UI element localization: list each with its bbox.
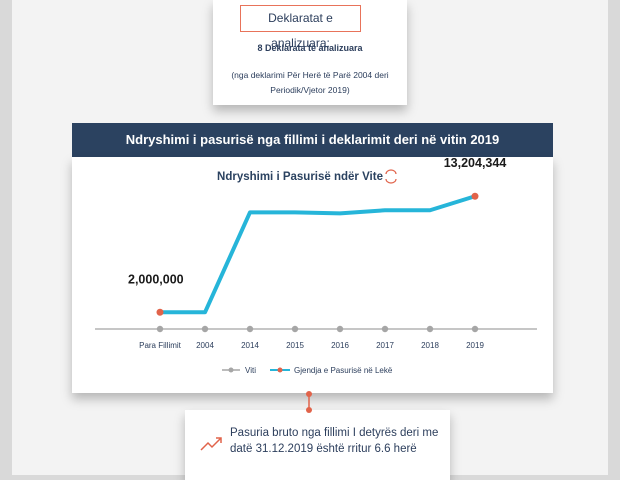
legend-dot — [277, 367, 283, 373]
x-tick-label: Para Fillimit — [139, 341, 181, 350]
summary-note: (nga deklarimi Për Herë të Parë 2004 der… — [231, 70, 389, 95]
summary-count: 8 Deklarata të analizuara — [257, 43, 363, 53]
x-tick-label: 2015 — [286, 341, 304, 350]
x-axis-dot — [156, 325, 164, 333]
refresh-icon — [385, 169, 397, 184]
legend-dot — [228, 367, 234, 373]
x-tick-label: 2014 — [241, 341, 259, 350]
data-point — [471, 192, 479, 200]
value-label: 13,204,344 — [444, 156, 507, 170]
x-tick-label: 2017 — [376, 341, 394, 350]
connector-dot — [306, 391, 312, 397]
x-axis-dot — [336, 325, 344, 333]
legend-label: Gjendja e Pasurisë në Lekë — [294, 366, 393, 375]
trend-icon — [200, 437, 222, 451]
chart-subtitle: Ndryshimi i Pasurisë ndër Vite — [217, 171, 383, 183]
x-tick-label: 2018 — [421, 341, 439, 350]
x-axis-dot — [381, 325, 389, 333]
value-label: 2,000,000 — [128, 272, 184, 286]
x-axis-dot — [291, 325, 299, 333]
x-tick-label: 2004 — [196, 341, 214, 350]
chart-title: Ndryshimi i pasurisë nga fillimi i dekla… — [72, 123, 553, 157]
x-axis-dot — [246, 325, 254, 333]
x-axis-dot — [426, 325, 434, 333]
connector-dot — [306, 407, 312, 413]
data-point — [156, 308, 164, 316]
summary-title: Deklaratat e analizuara: — [240, 5, 361, 50]
footer-text: Pasuria bruto nga fillimi I detyrës deri… — [230, 427, 439, 455]
data-line — [160, 194, 476, 315]
x-axis-dot — [471, 325, 479, 333]
legend-label: Viti — [245, 366, 256, 375]
footer-card: Pasuria bruto nga fillimi I detyrës deri… — [185, 410, 450, 480]
x-tick-label: 2016 — [331, 341, 349, 350]
x-axis-dot — [201, 325, 209, 333]
x-tick-label: 2019 — [466, 341, 484, 350]
summary-card: Deklaratat e analizuara: 8 Deklarata të … — [213, 0, 407, 105]
